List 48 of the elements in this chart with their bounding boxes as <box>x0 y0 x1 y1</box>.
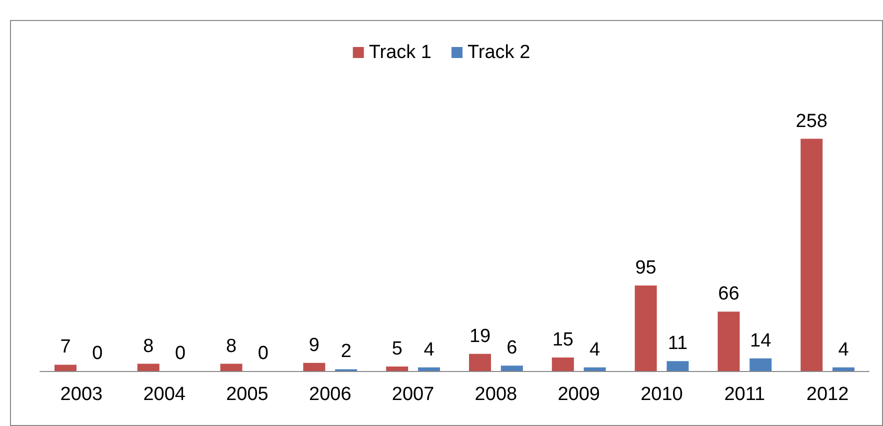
data-label: 14 <box>750 330 772 352</box>
x-tick-label: 2005 <box>226 384 268 405</box>
bar <box>469 354 491 371</box>
data-label: 258 <box>796 110 828 132</box>
bar <box>718 312 740 371</box>
bar <box>634 286 657 371</box>
data-label: 0 <box>92 343 103 364</box>
x-tick-label: 2012 <box>806 384 849 405</box>
bar <box>552 358 574 371</box>
data-label: 2 <box>340 341 352 362</box>
data-label: 7 <box>60 336 71 358</box>
data-label: 5 <box>392 338 402 360</box>
bar <box>386 366 408 371</box>
legend-label: Track 2 <box>468 42 530 63</box>
bar <box>750 358 772 371</box>
x-tick-label: 2009 <box>558 384 600 405</box>
data-label: 95 <box>635 258 656 278</box>
data-label: 9 <box>308 334 320 356</box>
data-label: 15 <box>552 330 574 350</box>
bar <box>500 366 523 371</box>
data-label: 8 <box>226 336 237 357</box>
data-label: 0 <box>258 343 268 364</box>
bar <box>137 364 160 371</box>
bar <box>220 364 242 371</box>
legend-label: Track 1 <box>368 42 432 63</box>
x-tick-label: 2003 <box>60 384 103 405</box>
bar <box>800 138 823 371</box>
x-tick-label: 2004 <box>143 384 186 405</box>
data-label: 11 <box>668 333 688 354</box>
bar <box>832 367 854 371</box>
x-tick-label: 2008 <box>474 384 518 405</box>
x-tick-label: 2006 <box>309 384 352 405</box>
data-label: 66 <box>718 284 740 305</box>
x-tick-label: 2011 <box>724 384 766 405</box>
bar <box>418 367 440 371</box>
data-label: 0 <box>175 343 186 364</box>
bar <box>54 364 76 371</box>
bar <box>666 361 689 371</box>
x-tick-label: 2007 <box>392 384 434 405</box>
x-tick-label: 2010 <box>640 384 683 405</box>
data-label: 4 <box>424 339 435 360</box>
data-label: 19 <box>469 326 491 347</box>
data-label: 6 <box>506 338 518 359</box>
data-label: 8 <box>143 336 154 357</box>
data-label: 4 <box>838 339 850 360</box>
bar <box>303 362 326 371</box>
bar <box>584 367 606 371</box>
data-label: 4 <box>590 339 601 360</box>
